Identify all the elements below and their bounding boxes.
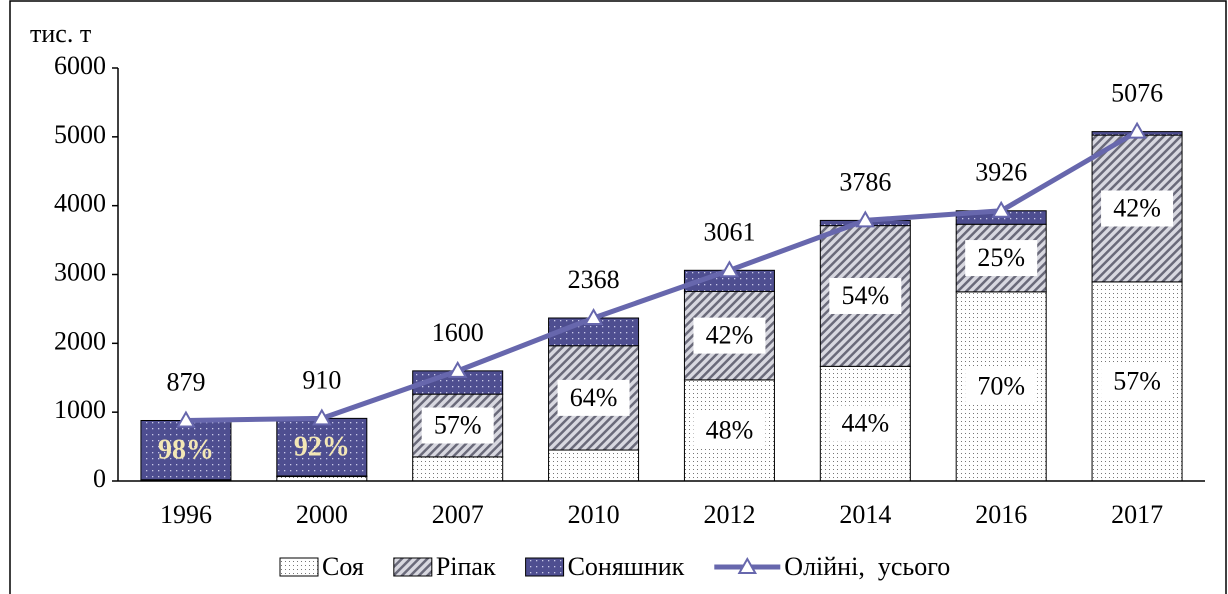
bar-segment xyxy=(276,417,368,477)
annotation-box xyxy=(829,277,902,314)
legend-marker xyxy=(737,556,758,574)
line-series xyxy=(185,129,1139,423)
y-tick-label: 1000 xyxy=(54,395,106,424)
x-tick-label: 2007 xyxy=(432,500,484,529)
x-tick-label: 1996 xyxy=(160,500,212,529)
y-tick-label: 0 xyxy=(93,464,106,493)
annotation-box xyxy=(693,412,766,449)
total-label: 3926 xyxy=(975,158,1027,187)
annotation-box xyxy=(965,368,1038,405)
line-marker xyxy=(855,210,876,228)
annotation-box xyxy=(421,407,494,444)
total-label: 3061 xyxy=(703,217,755,246)
x-tick-label: 2014 xyxy=(839,500,891,529)
annotation: 57% xyxy=(1113,366,1161,395)
legend-label: Соняшник xyxy=(568,552,685,581)
y-tick-label: 4000 xyxy=(54,189,106,218)
annotation-box xyxy=(1101,190,1174,227)
x-tick-label: 2012 xyxy=(703,500,755,529)
annotation: 44% xyxy=(841,409,889,438)
annotation: 92% xyxy=(294,432,350,463)
total-label: 5076 xyxy=(1111,79,1163,108)
annotation: 25% xyxy=(977,243,1025,272)
annotation-box xyxy=(557,379,630,416)
y-tick-label: 5000 xyxy=(54,120,106,149)
legend-swatch xyxy=(525,557,565,577)
total-label: 1600 xyxy=(432,318,484,347)
line-marker xyxy=(719,260,740,278)
annotation-box xyxy=(693,317,766,354)
bar-segment xyxy=(548,449,640,482)
total-label: 879 xyxy=(166,367,205,396)
legend-swatch xyxy=(393,557,433,577)
legend-label: Ріпак xyxy=(436,552,496,581)
annotation: 42% xyxy=(706,321,754,350)
annotation-box xyxy=(965,240,1038,277)
x-tick-label: 2010 xyxy=(568,500,620,529)
line-marker xyxy=(991,200,1011,218)
annotation-box xyxy=(1101,363,1174,400)
x-tick-label: 2017 xyxy=(1111,500,1163,529)
chart-frame xyxy=(9,0,1227,594)
line-marker xyxy=(447,360,468,378)
y-tick-label: 3000 xyxy=(54,257,106,286)
annotation-box xyxy=(829,405,902,442)
annotation: 48% xyxy=(706,415,754,444)
y-axis-label: тис. т xyxy=(30,19,91,48)
line-marker xyxy=(312,408,332,426)
bar-segment xyxy=(140,419,232,481)
annotation: 64% xyxy=(570,383,618,412)
total-label: 910 xyxy=(302,365,341,394)
annotation: 57% xyxy=(434,410,482,439)
annotation: 54% xyxy=(841,281,889,310)
annotation: 70% xyxy=(977,371,1025,400)
annotation: 98% xyxy=(158,435,214,466)
annotation: 42% xyxy=(1113,193,1161,222)
x-tick-label: 2000 xyxy=(296,500,348,529)
total-label: 3786 xyxy=(839,167,891,196)
x-tick-label: 2016 xyxy=(975,500,1027,529)
line-marker xyxy=(583,307,604,326)
line-marker xyxy=(176,410,196,428)
total-label: 2368 xyxy=(568,265,620,294)
y-tick-label: 6000 xyxy=(54,51,106,80)
y-tick-label: 2000 xyxy=(54,326,106,355)
bar-segment xyxy=(412,456,504,482)
legend-label: Соя xyxy=(322,552,364,581)
legend-label: Олійні, усього xyxy=(784,552,950,581)
line-marker xyxy=(1127,121,1147,139)
legend-swatch xyxy=(279,557,319,577)
